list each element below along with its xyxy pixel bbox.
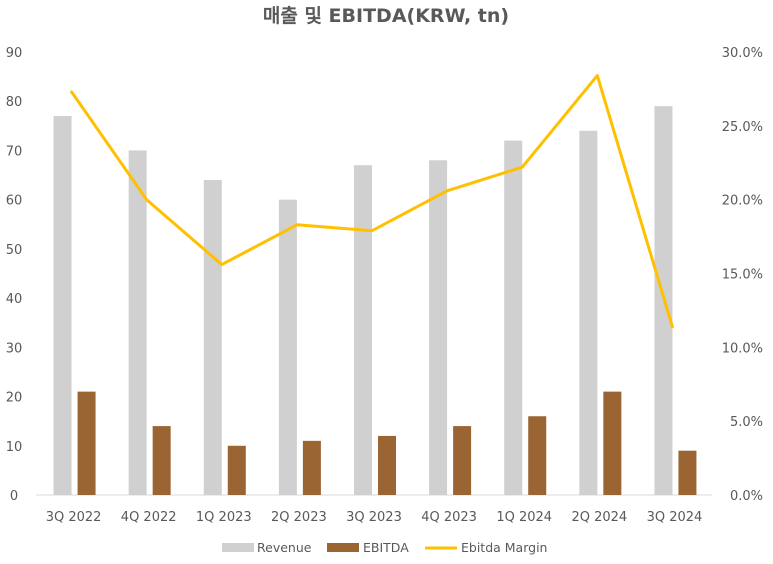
y-right-tick-label: 30.0% — [722, 46, 763, 61]
ebitda-margin-line — [70, 74, 674, 329]
y-left-tick-label: 0 — [10, 489, 18, 504]
y-left-tick-label: 90 — [6, 46, 23, 61]
ebitda-bar — [453, 426, 472, 495]
x-tick-label: 2Q 2024 — [571, 510, 627, 525]
y-left-tick-label: 60 — [6, 194, 23, 209]
revenue-bar — [203, 179, 222, 495]
line-series — [70, 74, 674, 329]
chart-title: 매출 및 EBITDA(KRW, tn) — [263, 5, 509, 27]
x-tick-label: 3Q 2024 — [647, 510, 703, 525]
y-right-tick-label: 25.0% — [722, 120, 763, 135]
legend: Revenue EBITDA Ebitda Margin — [222, 540, 547, 555]
y-left-tick-label: 50 — [6, 243, 23, 258]
legend-label-ebitda: EBITDA — [363, 540, 409, 555]
y-left-tick-label: 40 — [6, 292, 23, 307]
ebitda-bar — [77, 391, 96, 495]
legend-swatch-revenue — [222, 543, 254, 552]
x-tick-label: 1Q 2024 — [496, 510, 552, 525]
y-left-axis: 0 10 20 30 40 50 60 70 80 90 — [6, 46, 23, 504]
x-tick-label: 3Q 2023 — [346, 510, 402, 525]
y-right-tick-label: 20.0% — [722, 194, 763, 209]
ebitda-bar — [603, 391, 622, 495]
x-axis: 3Q 2022 4Q 2022 1Q 2023 2Q 2023 3Q 2023 4Q 20… — [46, 510, 703, 525]
ebitda-bar — [227, 445, 246, 495]
x-tick-label: 4Q 2022 — [121, 510, 177, 525]
x-tick-label: 1Q 2023 — [196, 510, 252, 525]
bars — [53, 106, 697, 496]
revenue-bar — [579, 130, 598, 495]
revenue-bar — [354, 165, 372, 495]
ebitda-bar — [528, 416, 547, 495]
x-tick-label: 4Q 2023 — [421, 510, 477, 525]
y-right-tick-label: 0.0% — [730, 489, 763, 504]
ebitda-bar — [302, 440, 321, 495]
y-left-tick-label: 70 — [6, 144, 23, 159]
ebitda-bar — [152, 426, 171, 495]
revenue-bar — [53, 115, 72, 495]
y-right-tick-label: 15.0% — [722, 268, 763, 283]
y-right-tick-label: 5.0% — [730, 415, 763, 430]
y-left-tick-label: 10 — [6, 440, 23, 455]
x-tick-label: 3Q 2022 — [46, 510, 102, 525]
legend-label-revenue: Revenue — [257, 540, 312, 555]
y-left-tick-label: 80 — [6, 95, 23, 110]
revenue-bar — [429, 160, 448, 496]
legend-label-ebitda-margin: Ebitda Margin — [461, 540, 547, 555]
legend-swatch-ebitda — [327, 543, 359, 552]
y-right-axis: 0.0% 5.0% 10.0% 15.0% 20.0% 25.0% 30.0% — [722, 46, 763, 504]
y-left-tick-label: 20 — [6, 391, 23, 406]
y-right-tick-label: 10.0% — [722, 341, 763, 356]
revenue-bar — [128, 150, 147, 495]
revenue-bar — [278, 199, 297, 495]
ebitda-bar — [678, 450, 697, 495]
ebitda-bar — [378, 435, 396, 495]
x-tick-label: 2Q 2023 — [271, 510, 327, 525]
revenue-bar — [504, 140, 523, 495]
y-left-tick-label: 30 — [6, 341, 23, 356]
